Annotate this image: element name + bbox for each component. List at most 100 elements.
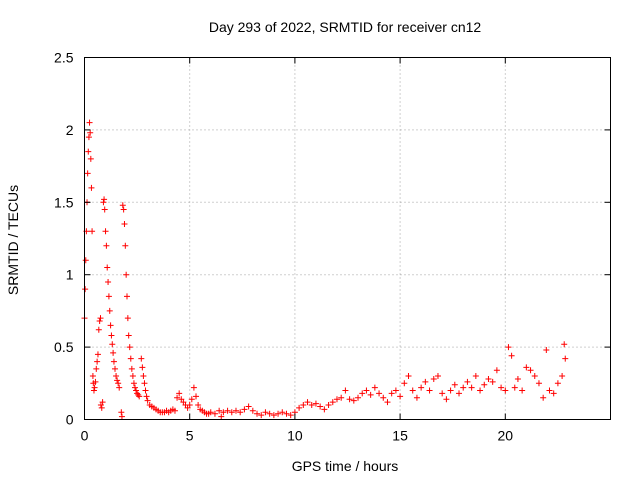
data-point	[485, 375, 492, 382]
data-point	[110, 349, 117, 356]
y-axis-label: SRMTID / TECUs	[5, 185, 21, 295]
data-point	[85, 148, 92, 155]
data-point	[409, 387, 416, 394]
data-point	[171, 407, 178, 414]
gridlines	[84, 57, 611, 420]
data-point	[228, 409, 235, 416]
data-point	[91, 384, 98, 391]
data-point	[367, 391, 374, 398]
data-point	[561, 341, 568, 348]
data-point	[133, 387, 140, 394]
data-point	[100, 199, 107, 206]
data-point	[312, 400, 319, 407]
data-point	[329, 399, 336, 406]
data-point	[118, 409, 125, 416]
data-point	[401, 380, 408, 387]
data-point	[104, 264, 111, 271]
data-point	[102, 228, 109, 235]
data-point	[346, 396, 353, 403]
data-point	[220, 409, 227, 416]
data-point	[101, 206, 108, 213]
data-point	[105, 278, 112, 285]
data-point	[110, 358, 117, 365]
data-point	[87, 129, 94, 136]
data-point	[451, 381, 458, 388]
data-point	[472, 373, 479, 380]
data-point	[333, 396, 340, 403]
data-point	[481, 381, 488, 388]
data-point	[121, 221, 128, 228]
data-point	[376, 390, 383, 397]
data-point	[124, 293, 131, 300]
data-point	[119, 202, 126, 209]
data-point	[498, 384, 505, 391]
data-point	[120, 206, 127, 213]
data-point	[279, 409, 286, 416]
data-point	[108, 332, 115, 339]
data-point	[426, 387, 433, 394]
data-point	[211, 410, 218, 417]
data-point	[122, 242, 129, 249]
data-point	[384, 399, 391, 406]
data-point	[523, 364, 530, 371]
data-point	[138, 355, 145, 362]
data-point	[413, 394, 420, 401]
data-point	[218, 413, 225, 420]
data-point	[241, 406, 248, 413]
data-point	[405, 373, 412, 380]
data-point	[101, 196, 108, 203]
data-point	[342, 387, 349, 394]
data-point	[300, 402, 307, 409]
chart-title: Day 293 of 2022, SRMTID for receiver cn1…	[209, 19, 482, 35]
data-point	[89, 373, 96, 380]
data-point	[139, 364, 146, 371]
data-point	[562, 355, 569, 362]
data-point	[554, 380, 561, 387]
data-series	[81, 119, 569, 420]
data-point	[90, 387, 97, 394]
data-point	[296, 404, 303, 411]
data-point	[447, 387, 454, 394]
data-point	[93, 365, 100, 372]
x-tick-label: 10	[287, 428, 303, 444]
x-tick-label: 0	[81, 428, 89, 444]
data-point	[85, 134, 92, 141]
data-point	[249, 407, 256, 414]
data-point	[125, 332, 132, 339]
data-point	[92, 378, 99, 385]
data-point	[124, 315, 131, 322]
data-point	[550, 390, 557, 397]
data-point	[540, 394, 547, 401]
data-point	[443, 396, 450, 403]
data-point	[109, 341, 116, 348]
data-point	[188, 396, 195, 403]
data-point	[95, 326, 102, 333]
data-point	[107, 322, 114, 329]
data-point	[118, 413, 125, 420]
data-point	[266, 410, 273, 417]
x-tick-label: 5	[186, 428, 194, 444]
data-point	[94, 351, 101, 358]
data-point	[174, 394, 181, 401]
data-point	[224, 407, 231, 414]
data-point	[422, 378, 429, 385]
data-point	[456, 390, 463, 397]
data-point	[527, 367, 534, 374]
data-point	[116, 384, 123, 391]
data-point	[502, 387, 509, 394]
data-point	[418, 384, 425, 391]
y-tick-label: 2	[66, 122, 74, 138]
data-point	[355, 394, 362, 401]
data-point	[477, 387, 484, 394]
x-axis-label: GPS time / hours	[292, 458, 399, 474]
data-point	[493, 367, 500, 374]
data-point	[127, 355, 134, 362]
data-point	[258, 412, 265, 419]
data-point	[143, 393, 150, 400]
data-point	[136, 393, 143, 400]
data-point	[270, 412, 277, 419]
data-point	[535, 380, 542, 387]
data-point	[308, 402, 315, 409]
data-point	[371, 384, 378, 391]
data-point	[531, 373, 538, 380]
